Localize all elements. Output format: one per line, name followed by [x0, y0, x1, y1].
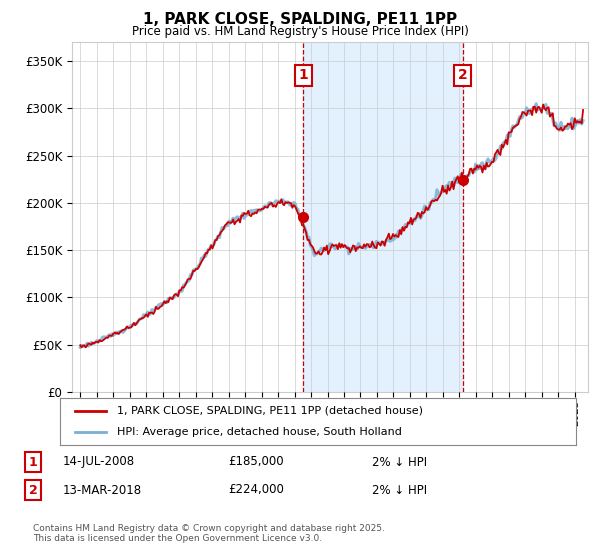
Text: 2% ↓ HPI: 2% ↓ HPI [372, 455, 427, 469]
Text: 2: 2 [29, 483, 37, 497]
Text: Contains HM Land Registry data © Crown copyright and database right 2025.
This d: Contains HM Land Registry data © Crown c… [33, 524, 385, 543]
Text: 1: 1 [29, 455, 37, 469]
Text: 1, PARK CLOSE, SPALDING, PE11 1PP (detached house): 1, PARK CLOSE, SPALDING, PE11 1PP (detac… [117, 406, 423, 416]
Text: £224,000: £224,000 [228, 483, 284, 497]
Bar [304, 42, 463, 392]
Text: £185,000: £185,000 [228, 455, 284, 469]
Text: Price paid vs. HM Land Registry's House Price Index (HPI): Price paid vs. HM Land Registry's House … [131, 25, 469, 38]
Text: 2: 2 [458, 68, 467, 82]
Text: 1: 1 [299, 68, 308, 82]
Text: HPI: Average price, detached house, South Holland: HPI: Average price, detached house, Sout… [117, 427, 401, 437]
Text: 14-JUL-2008: 14-JUL-2008 [63, 455, 135, 469]
Text: 13-MAR-2018: 13-MAR-2018 [63, 483, 142, 497]
Text: 2% ↓ HPI: 2% ↓ HPI [372, 483, 427, 497]
Text: 1, PARK CLOSE, SPALDING, PE11 1PP: 1, PARK CLOSE, SPALDING, PE11 1PP [143, 12, 457, 27]
